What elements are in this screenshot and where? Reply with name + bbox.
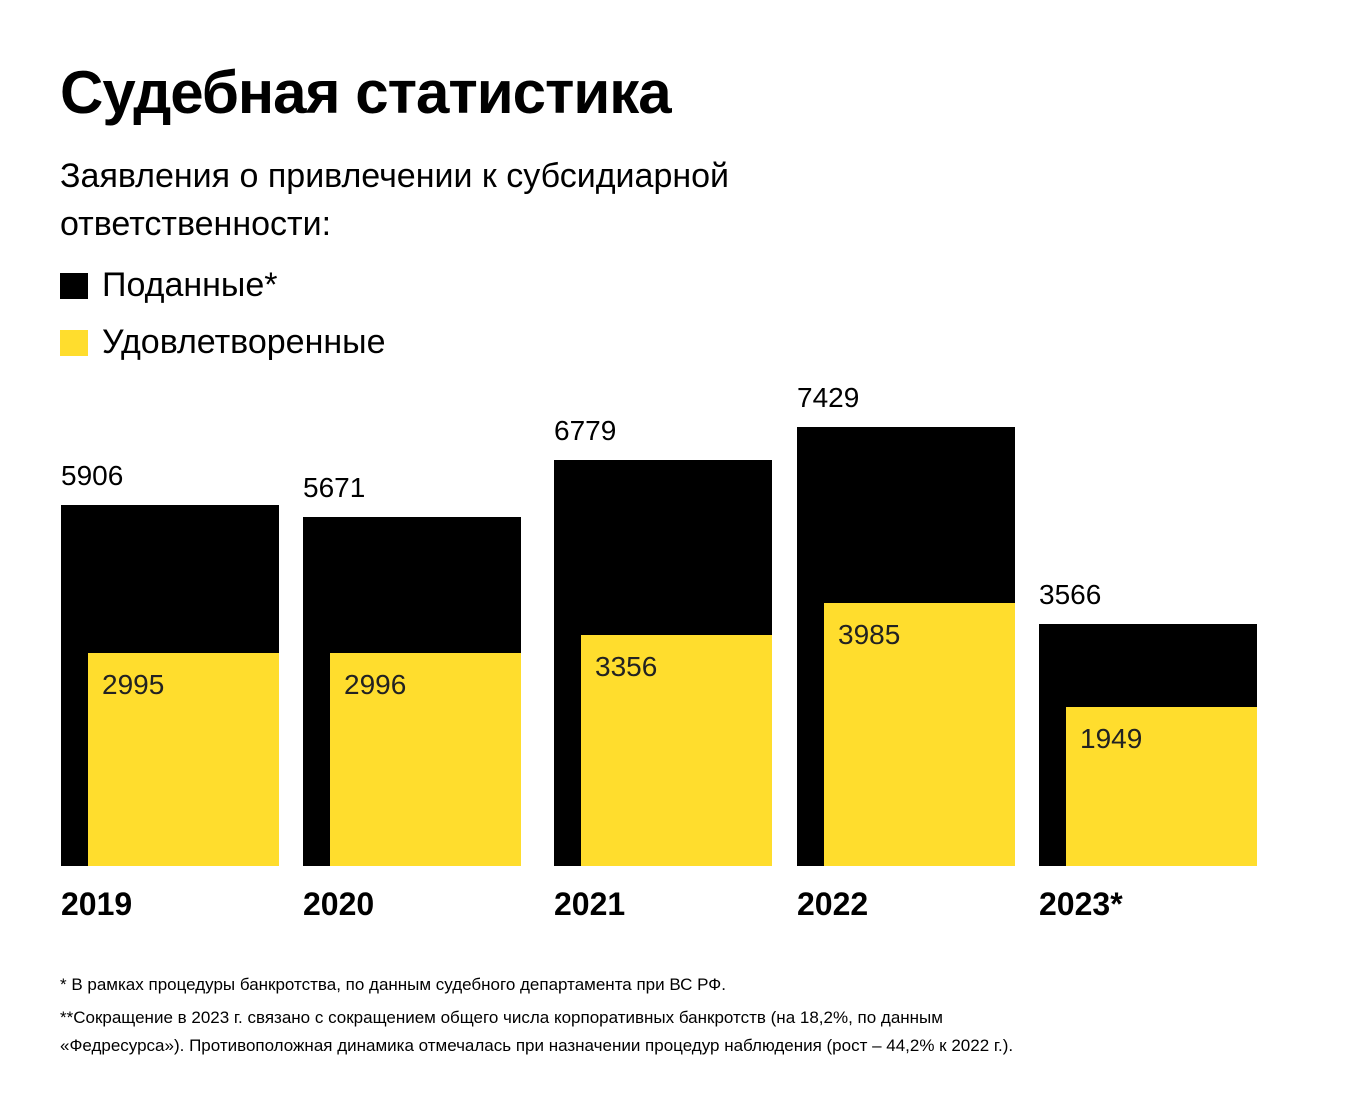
value-label-filed-2020: 5671 [303, 471, 366, 503]
bar-satisfied-2020 [330, 653, 521, 866]
bar-satisfied-2023* [1066, 706, 1257, 866]
value-label-filed-2022: 7429 [797, 382, 860, 414]
legend-label-satisfied: Удовлетворенные [102, 323, 386, 361]
subtitle: Заявления о привлечении к субсидиарной о… [60, 157, 730, 243]
value-label-satisfied-2019: 2995 [102, 669, 165, 701]
bar-satisfied-2019 [88, 653, 279, 866]
legend-item-filed: Поданные* [60, 266, 277, 305]
bar-satisfied-2022 [824, 602, 1015, 866]
legend-swatch-filed [60, 272, 88, 299]
footnote-1: * В рамках процедуры банкротства, по дан… [60, 975, 726, 994]
value-label-satisfied-2022: 3985 [838, 618, 901, 650]
value-label-filed-2019: 5906 [61, 459, 124, 491]
value-label-filed-2021: 6779 [554, 415, 617, 447]
legend-label-filed: Поданные* [102, 266, 278, 304]
value-label-satisfied-2021: 3356 [595, 650, 658, 682]
x-tick-label-2022: 2022 [797, 886, 869, 922]
value-label-satisfied-2023*: 1949 [1080, 722, 1143, 754]
legend-item-satisfied: Удовлетворенные [60, 323, 385, 362]
value-label-filed-2023*: 3566 [1039, 579, 1102, 611]
x-tick-label-2019: 2019 [61, 886, 133, 922]
value-label-satisfied-2020: 2996 [344, 669, 407, 701]
bar-satisfied-2021 [581, 634, 772, 866]
footnote-2: **Сокращение в 2023 г. связано с сокраще… [60, 1008, 1014, 1055]
x-tick-label-2021: 2021 [554, 886, 626, 922]
x-tick-label-2020: 2020 [303, 886, 375, 922]
bar-chart: 5906 2995 2019 5671 2996 2020 6779 3356 2021 7429… [61, 382, 1257, 922]
page-title: Судебная статистика [60, 59, 672, 126]
x-tick-label-2023*: 2023* [1039, 886, 1123, 922]
legend-swatch-satisfied [60, 329, 88, 356]
